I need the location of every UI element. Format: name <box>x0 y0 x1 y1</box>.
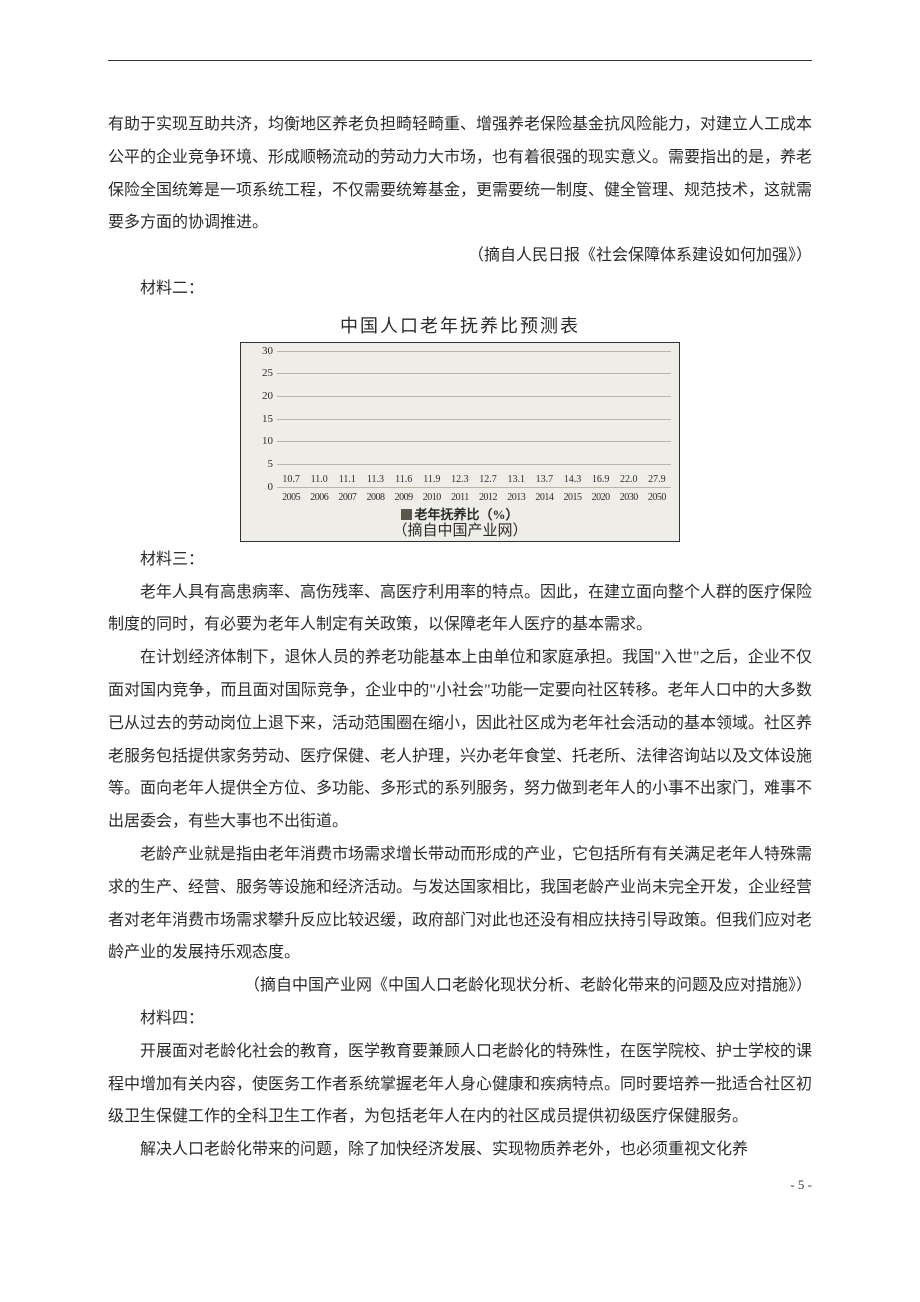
chart-bar-column: 11.1 <box>333 474 361 487</box>
chart-bar-value-label: 11.3 <box>367 474 384 485</box>
chart-title: 中国人口老年抚养比预测表 <box>240 312 680 338</box>
chart-bar-value-label: 22.0 <box>620 474 638 485</box>
page-number: - 5 - <box>790 1177 812 1193</box>
chart-bar-value-label: 14.3 <box>564 474 582 485</box>
chart-bar-value-label: 13.7 <box>536 474 554 485</box>
chart-bars: 10.7 11.0 11.1 11.3 11.6 11.9 12.3 12.7 13.1 13.7… <box>277 351 671 487</box>
material-4-label: 材料四： <box>108 1003 812 1036</box>
material-3-para-3: 老龄产业就是指由老年消费市场需求增长带动而形成的产业，它包括所有有关满足老年人特… <box>108 839 812 970</box>
chart-bar-column: 27.9 <box>643 474 671 487</box>
material-3-para-1: 老年人具有高患病率、高伤残率、高医疗利用率的特点。因此，在建立面向整个人群的医疗… <box>108 577 812 643</box>
chart-bar-column: 22.0 <box>615 474 643 487</box>
chart-bar-value-label: 10.7 <box>282 474 300 485</box>
chart-x-tick: 2030 <box>615 492 643 503</box>
chart-bar-column: 12.3 <box>446 474 474 487</box>
chart-source: （摘自中国产业网） <box>241 519 679 540</box>
chart-bar-value-label: 11.6 <box>395 474 412 485</box>
material-3-para-2: 在计划经济体制下，退休人员的养老功能基本上由单位和家庭承担。我国"入世"之后，企… <box>108 642 812 839</box>
chart-bar-column: 13.7 <box>530 474 558 487</box>
chart-bar-column: 10.7 <box>277 474 305 487</box>
chart-x-tick: 2050 <box>643 492 671 503</box>
chart-bar-value-label: 11.9 <box>423 474 440 485</box>
chart-x-tick: 2007 <box>333 492 361 503</box>
chart-plot-area: 05101520253010.711.011.111.311.611.912.3… <box>277 351 671 487</box>
chart-bar-column: 11.3 <box>361 474 389 487</box>
chart-x-tick: 2008 <box>361 492 389 503</box>
chart-x-tick: 2006 <box>305 492 333 503</box>
chart-y-tick: 0 <box>247 481 273 493</box>
chart-bar-value-label: 11.1 <box>339 474 356 485</box>
chart-x-tick: 2013 <box>502 492 530 503</box>
chart-x-tick: 2009 <box>390 492 418 503</box>
chart-bar-column: 11.6 <box>390 474 418 487</box>
material-4-para-1: 开展面对老龄化社会的教育，医学教育要兼顾人口老龄化的特殊性，在医学院校、护士学校… <box>108 1036 812 1134</box>
bar-chart: 0 5 10 15 20 25 30 10.7 11.0 11.1 11.3 11.6 11.9 12.3… <box>240 342 680 542</box>
chart-bar-value-label: 13.1 <box>507 474 525 485</box>
chart-bar-column: 11.9 <box>418 474 446 487</box>
chart-y-tick: 10 <box>247 435 273 447</box>
chart-x-tick: 2020 <box>587 492 615 503</box>
chart-y-tick: 25 <box>247 367 273 379</box>
chart-x-axis: 2005200620072008200920102011201220132014… <box>277 492 671 503</box>
chart-x-tick: 2014 <box>530 492 558 503</box>
chart-container: 中国人口老年抚养比预测表 0 5 10 15 20 25 30 10.7 11.0 11.1 11.… <box>240 312 680 542</box>
chart-y-tick: 5 <box>247 458 273 470</box>
chart-bar-column: 14.3 <box>558 474 586 487</box>
material-3-source: （摘自中国产业网《中国人口老龄化现状分析、老龄化带来的问题及应对措施》） <box>108 970 812 1003</box>
top-source: （摘自人民日报《社会保障体系建设如何加强》） <box>108 240 812 273</box>
chart-bar-column: 11.0 <box>305 474 333 487</box>
chart-x-tick: 2011 <box>446 492 474 503</box>
chart-y-tick: 20 <box>247 390 273 402</box>
chart-bar-value-label: 12.3 <box>451 474 469 485</box>
material-4-para-2: 解决人口老龄化带来的问题，除了加快经济发展、实现物质养老外，也必须重视文化养 <box>108 1134 812 1167</box>
chart-bar-value-label: 12.7 <box>479 474 497 485</box>
chart-gridline <box>277 487 671 488</box>
material-2-label: 材料二： <box>108 273 812 306</box>
document-page: 有助于实现互助共济，均衡地区养老负担畸轻畸重、增强养老保险基金抗风险能力，对建立… <box>0 0 920 1207</box>
chart-bar-value-label: 11.0 <box>311 474 328 485</box>
chart-x-tick: 2015 <box>558 492 586 503</box>
chart-x-tick: 2010 <box>418 492 446 503</box>
chart-bar-column: 13.1 <box>502 474 530 487</box>
chart-bar-value-label: 27.9 <box>648 474 666 485</box>
chart-y-tick: 15 <box>247 413 273 425</box>
chart-bar-column: 16.9 <box>587 474 615 487</box>
chart-x-tick: 2005 <box>277 492 305 503</box>
chart-x-tick: 2012 <box>474 492 502 503</box>
material-3-label: 材料三： <box>108 544 812 577</box>
top-paragraph: 有助于实现互助共济，均衡地区养老负担畸轻畸重、增强养老保险基金抗风险能力，对建立… <box>108 109 812 240</box>
header-rule <box>108 60 812 61</box>
chart-bar-column: 12.7 <box>474 474 502 487</box>
chart-y-tick: 30 <box>247 345 273 357</box>
chart-bar-value-label: 16.9 <box>592 474 610 485</box>
